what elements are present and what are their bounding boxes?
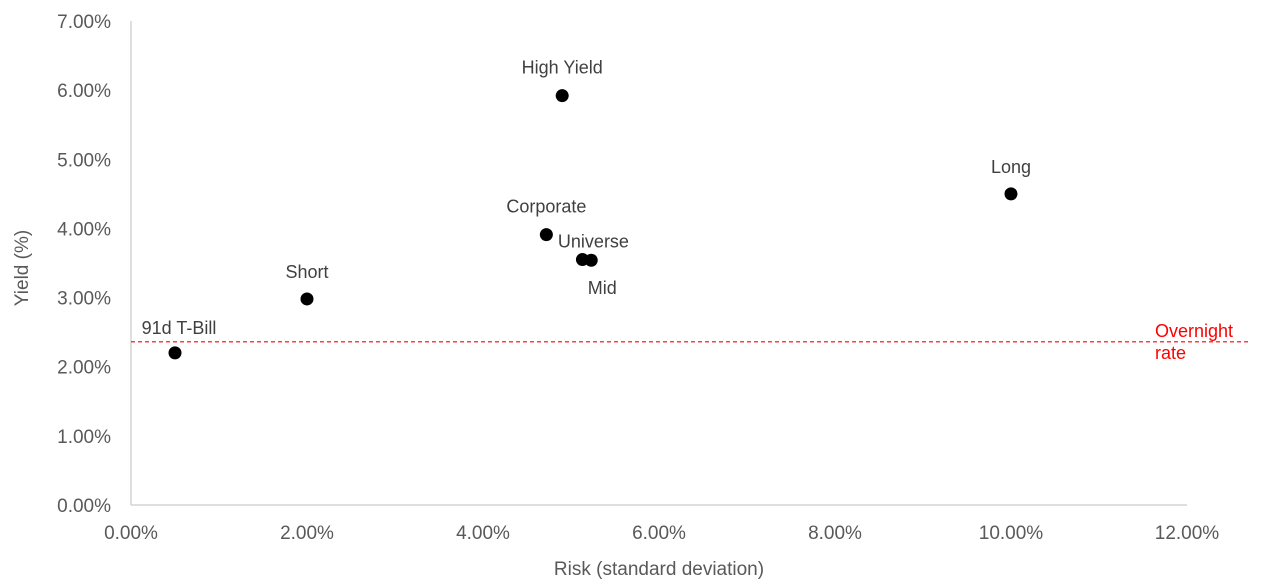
y-axis-title: Yield (%) xyxy=(12,230,33,306)
y-tick-label: 5.00% xyxy=(57,150,111,171)
x-tick-label: 0.00% xyxy=(104,523,158,544)
y-tick-label: 4.00% xyxy=(57,219,111,240)
x-tick-labels: 0.00% 2.00% 4.00% 6.00% 8.00% 10.00% 12.00% xyxy=(104,523,1219,544)
data-point xyxy=(1004,187,1018,201)
data-point-label: Short xyxy=(285,262,328,282)
data-point xyxy=(168,346,182,360)
data-point-label: Mid xyxy=(588,278,617,298)
x-tick-label: 8.00% xyxy=(808,523,862,544)
data-point-label: Universe xyxy=(558,232,629,252)
x-tick-label: 12.00% xyxy=(1155,523,1220,544)
y-tick-label: 0.00% xyxy=(57,496,111,517)
y-tick-labels: 0.00% 1.00% 2.00% 3.00% 4.00% 5.00% 6.00% 7.00% xyxy=(57,12,111,517)
data-point xyxy=(555,89,569,103)
data-point xyxy=(300,292,314,306)
data-point-labels: 91d T-Bill Short Corporate Universe Mid High … xyxy=(142,58,1031,338)
data-point-label: Corporate xyxy=(506,197,586,217)
overnight-rate-label: Overnight xyxy=(1155,321,1233,341)
data-point xyxy=(584,253,598,267)
y-tick-label: 7.00% xyxy=(57,12,111,33)
data-point xyxy=(539,228,553,242)
data-point-label: High Yield xyxy=(522,58,603,78)
data-point-label: 91d T-Bill xyxy=(142,318,217,338)
overnight-rate-label: rate xyxy=(1155,343,1186,363)
x-tick-label: 4.00% xyxy=(456,523,510,544)
y-tick-label: 6.00% xyxy=(57,81,111,102)
y-tick-label: 2.00% xyxy=(57,358,111,379)
x-axis-title: Risk (standard deviation) xyxy=(554,559,764,580)
x-tick-label: 6.00% xyxy=(632,523,686,544)
y-tick-label: 1.00% xyxy=(57,427,111,448)
y-tick-label: 3.00% xyxy=(57,289,111,310)
data-point-label: Long xyxy=(991,157,1031,177)
x-tick-label: 2.00% xyxy=(280,523,334,544)
x-tick-label: 10.00% xyxy=(979,523,1044,544)
data-points xyxy=(168,89,1018,360)
axes xyxy=(130,21,1187,506)
